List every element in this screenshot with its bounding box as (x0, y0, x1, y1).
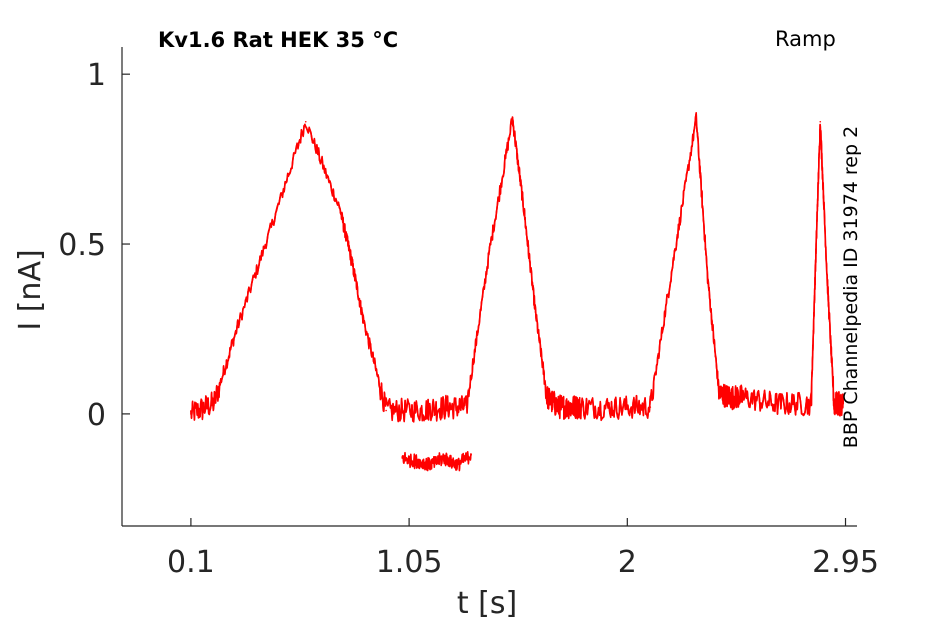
data-point (213, 402, 215, 405)
data-point (465, 406, 468, 408)
data-point (270, 226, 273, 228)
series-line (190, 112, 844, 423)
data-point (580, 406, 583, 408)
data-point (415, 460, 417, 463)
data-point (419, 409, 422, 412)
data-point (837, 402, 840, 405)
x-tick-label: 2.95 (812, 545, 879, 580)
data-point (534, 311, 537, 313)
y-axis-label: I [nA] (13, 249, 48, 330)
data-point (362, 317, 364, 320)
data-point (842, 402, 845, 405)
data-point (442, 457, 445, 459)
data-point (649, 406, 652, 408)
y-tick-label: 0 (87, 398, 106, 433)
chart-title: Kv1.6 Rat HEK 35 °C (158, 28, 398, 52)
data-point (557, 406, 560, 408)
axes: 0.1 1.05 2 2.95 0 0.5 1 (58, 47, 879, 580)
data-point (470, 453, 472, 456)
data-point (819, 120, 822, 123)
data-point (385, 409, 387, 412)
data-point (775, 402, 778, 405)
data-point (569, 406, 571, 408)
side-label: BBP Channelpedia ID 31974 rep 2 (840, 126, 862, 448)
data-point (523, 209, 525, 211)
data-point (810, 402, 812, 405)
data-point (672, 260, 675, 262)
data-point (401, 457, 404, 459)
data-point (814, 260, 817, 262)
series-line (401, 451, 472, 472)
data-point (741, 396, 743, 398)
x-tick-label: 2 (618, 545, 637, 580)
data-point (236, 328, 238, 330)
data-point (428, 464, 431, 466)
data-point (456, 464, 459, 466)
data-point (833, 402, 835, 405)
y-tick-label: 1 (87, 58, 106, 93)
data-point (826, 277, 828, 279)
data-point (488, 250, 491, 252)
data-point (729, 396, 732, 398)
data-point (190, 413, 192, 415)
data-point (350, 260, 353, 262)
x-axis-label: t [s] (457, 586, 517, 621)
data-point (546, 396, 548, 398)
series-layer (190, 112, 845, 472)
data-point (442, 406, 445, 408)
data-point (304, 120, 307, 123)
y-tick-label: 0.5 (58, 228, 106, 263)
data-point (615, 406, 617, 408)
data-point (718, 392, 720, 395)
labels: Kv1.6 Rat HEK 35 °C Ramp t [s] I [nA] BB… (13, 27, 862, 621)
data-point (511, 117, 514, 120)
x-tick-label: 0.1 (167, 545, 215, 580)
data-point (339, 209, 342, 211)
chart-title-right: Ramp (775, 27, 836, 51)
data-point (706, 277, 709, 279)
data-point (695, 117, 698, 120)
x-tick-label: 1.05 (376, 545, 443, 580)
